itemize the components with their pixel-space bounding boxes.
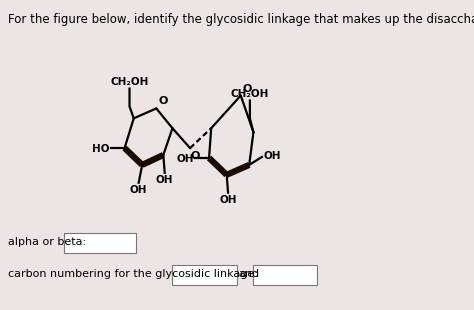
Text: O: O [243,84,252,94]
Text: CH₂OH: CH₂OH [231,89,269,99]
Text: HO: HO [91,144,109,154]
FancyBboxPatch shape [172,265,237,285]
Text: alpha or beta:: alpha or beta: [9,237,87,247]
Text: O: O [191,151,200,161]
Text: OH: OH [219,195,237,205]
Text: CH₂OH: CH₂OH [110,77,149,86]
Text: and: and [238,269,260,279]
Text: For the figure below, identify the glycosidic linkage that makes up the disaccha: For the figure below, identify the glyco… [9,13,474,26]
Text: OH: OH [156,175,173,185]
Text: O: O [158,96,168,106]
Text: carbon numbering for the glycosidic linkage:: carbon numbering for the glycosidic link… [9,269,258,279]
FancyBboxPatch shape [64,233,136,253]
Text: OH: OH [130,185,147,195]
Text: OH: OH [176,154,193,164]
Text: OH: OH [263,151,281,161]
FancyBboxPatch shape [253,265,318,285]
